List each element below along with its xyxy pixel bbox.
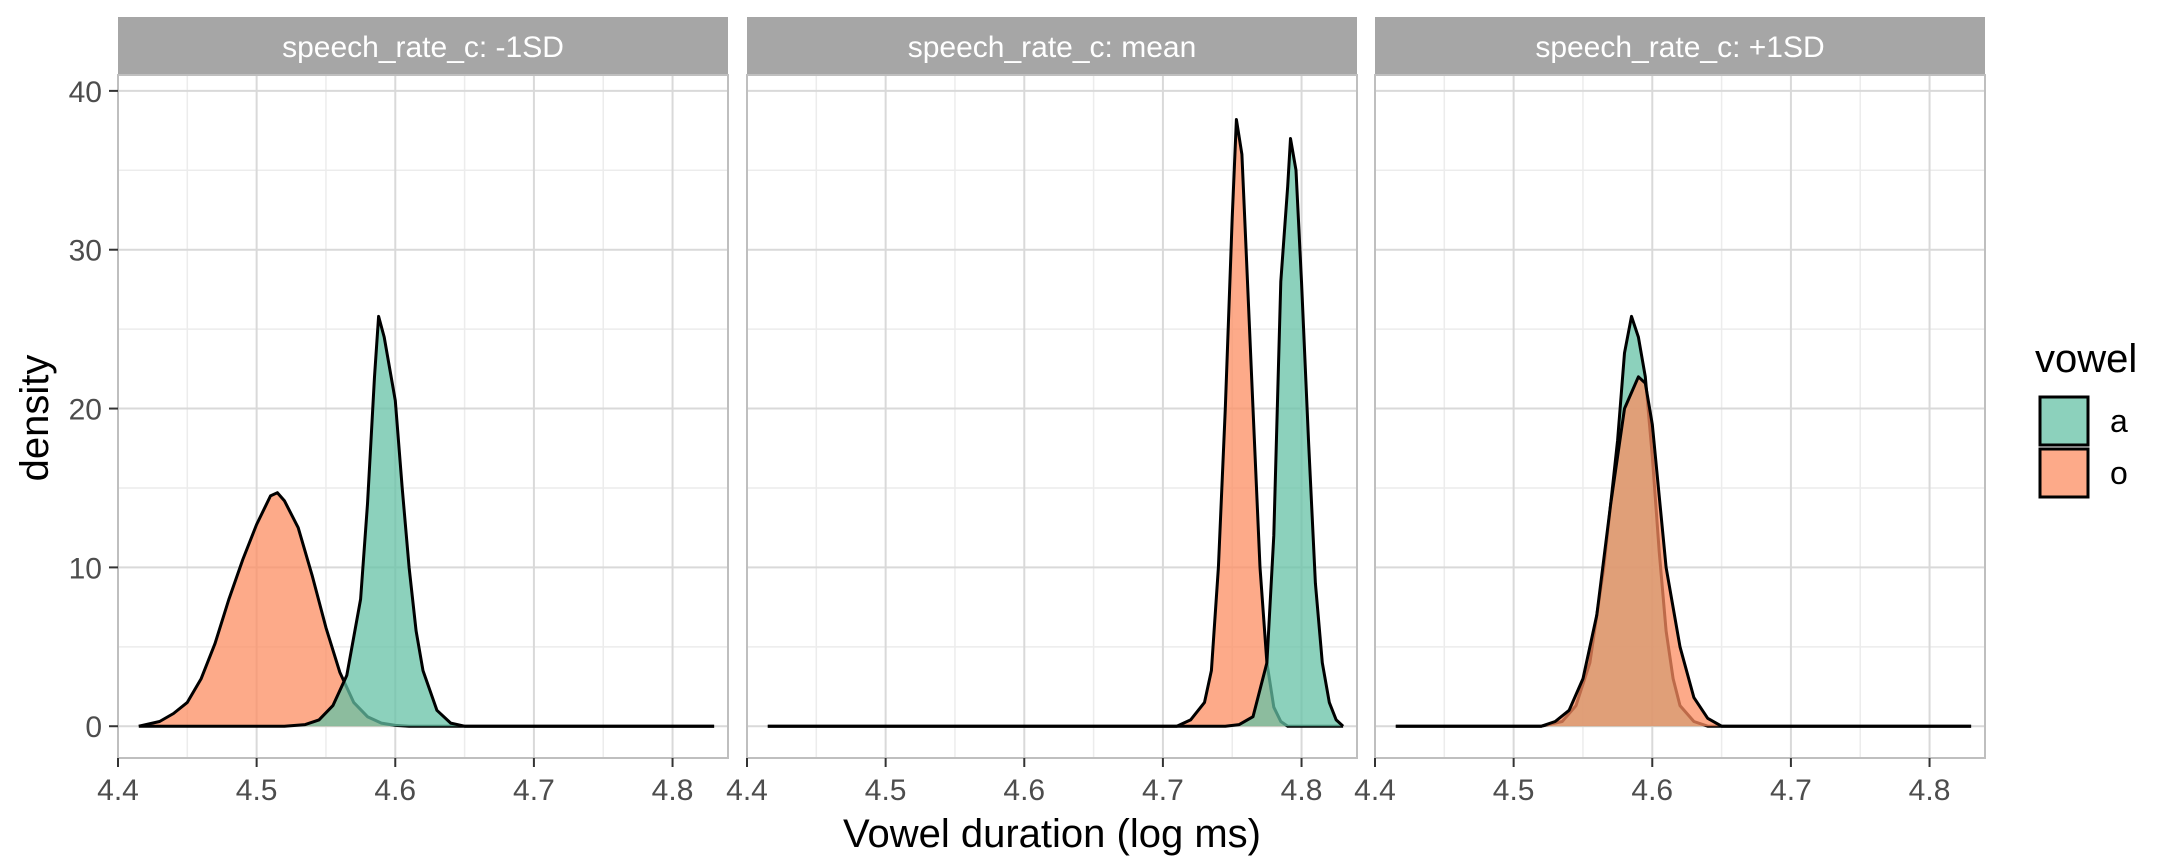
- y-axis-title: density: [13, 355, 57, 482]
- density-line-a: [138, 314, 715, 728]
- y-axis: 0 10 20 30 40: [69, 76, 118, 744]
- x-tick-label: 4.8: [1909, 774, 1951, 807]
- panel-border: [746, 74, 1358, 759]
- y-tick-label: 30: [69, 235, 102, 268]
- facet-strip-label: speech_rate_c: mean: [908, 31, 1197, 64]
- x-tick-label: 4.6: [374, 774, 416, 807]
- facet-panel-3: speech_rate_c: +1SD 4.4 4.5 4.6 4.7 4.8: [1354, 17, 1986, 807]
- panel-border: [117, 74, 729, 759]
- facet-panel-2: speech_rate_c: mean 4.4 4.5 4.6 4.7 4.8: [726, 17, 1358, 807]
- x-axis-title: Vowel duration (log ms): [843, 812, 1261, 856]
- y-tick-label: 0: [85, 711, 102, 744]
- x-tick-label: 4.7: [1142, 774, 1184, 807]
- legend-label-o: o: [2110, 455, 2128, 491]
- density-line-o: [1395, 375, 1972, 728]
- x-tick-label: 4.4: [1354, 774, 1396, 807]
- y-tick-label: 20: [69, 394, 102, 427]
- x-tick-label: 4.4: [97, 774, 139, 807]
- facet-panel-1: speech_rate_c: -1SD 4.4 4.5 4.6 4.7 4.8: [97, 17, 729, 807]
- panel-border: [1374, 74, 1986, 759]
- legend-key-a: [2038, 395, 2090, 447]
- facet-strip-label: speech_rate_c: -1SD: [282, 31, 564, 64]
- x-tick-label: 4.5: [865, 774, 907, 807]
- x-tick-label: 4.6: [1631, 774, 1673, 807]
- density-line-a: [767, 137, 1345, 728]
- legend: vowel a o: [2035, 337, 2137, 499]
- y-tick-label: 10: [69, 552, 102, 585]
- x-tick-label: 4.4: [726, 774, 768, 807]
- x-tick-label: 4.6: [1003, 774, 1045, 807]
- x-tick-label: 4.7: [1770, 774, 1812, 807]
- density-area-a: [767, 138, 1344, 727]
- density-area-o: [138, 492, 715, 727]
- x-tick-label: 4.8: [652, 774, 694, 807]
- x-tick-label: 4.7: [513, 774, 555, 807]
- y-tick-label: 40: [69, 76, 102, 109]
- legend-label-a: a: [2110, 403, 2128, 439]
- facet-strip: [747, 17, 1357, 75]
- facet-strip: [1375, 17, 1985, 75]
- facet-strip: [118, 17, 728, 75]
- density-area-o: [767, 119, 1344, 727]
- facet-strip-label: speech_rate_c: +1SD: [1535, 31, 1824, 64]
- legend-title: vowel: [2035, 337, 2137, 381]
- legend-key-o: [2038, 447, 2090, 499]
- x-tick-label: 4.5: [1493, 774, 1535, 807]
- x-tick-label: 4.5: [236, 774, 278, 807]
- x-tick-label: 4.8: [1281, 774, 1323, 807]
